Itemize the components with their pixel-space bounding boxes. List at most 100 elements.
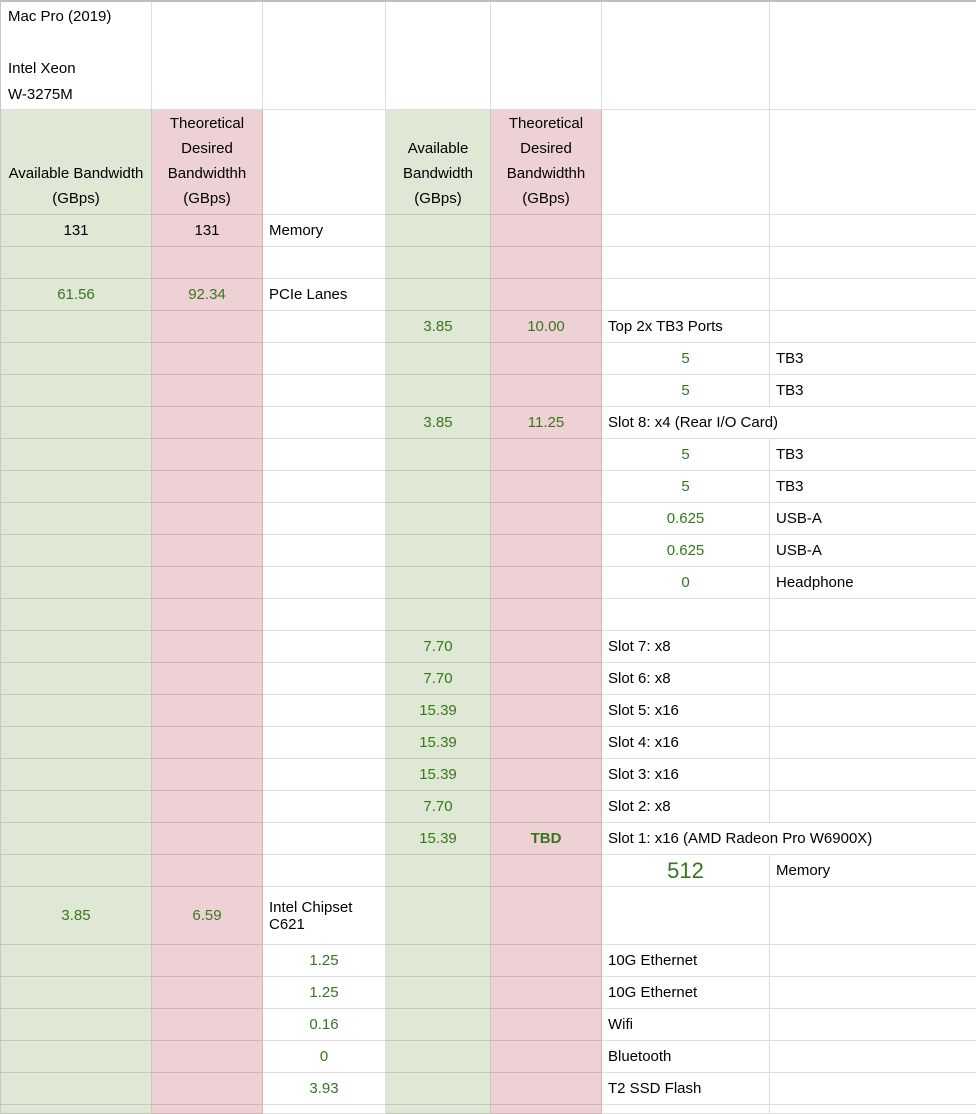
cell-G30[interactable] [770, 1105, 976, 1114]
cell-F23-value[interactable]: 512 [602, 855, 770, 887]
cell-E2-desired-header[interactable]: Theoretical Desired Bandwidthh (GBps) [491, 110, 602, 215]
cell-C15[interactable] [263, 599, 386, 631]
cell-A1-device-title[interactable]: Mac Pro (2019) Intel Xeon W-3275M [1, 2, 152, 110]
cell-E5[interactable] [491, 279, 602, 311]
cell-C28-value[interactable]: 0 [263, 1041, 386, 1073]
cell-D6-value[interactable]: 3.85 [386, 311, 491, 343]
cell-D17-value[interactable]: 7.70 [386, 663, 491, 695]
cell-D7[interactable] [386, 343, 491, 375]
cell-F25-label[interactable]: 10G Ethernet [602, 945, 770, 977]
cell-E6-value[interactable]: 10.00 [491, 311, 602, 343]
cell-B17[interactable] [152, 663, 263, 695]
cell-D10[interactable] [386, 439, 491, 471]
cell-D3[interactable] [386, 215, 491, 247]
cell-D8[interactable] [386, 375, 491, 407]
cell-E23[interactable] [491, 855, 602, 887]
cell-B20[interactable] [152, 759, 263, 791]
cell-E30[interactable] [491, 1105, 602, 1114]
cell-B6[interactable] [152, 311, 263, 343]
cell-A29[interactable] [1, 1073, 152, 1105]
cell-D19-value[interactable]: 15.39 [386, 727, 491, 759]
cell-B21[interactable] [152, 791, 263, 823]
cell-B2-desired-header[interactable]: Theoretical Desired Bandwidthh (GBps) [152, 110, 263, 215]
cell-F28-label[interactable]: Bluetooth [602, 1041, 770, 1073]
cell-F27-label[interactable]: Wifi [602, 1009, 770, 1041]
cell-G11-label[interactable]: TB3 [770, 471, 976, 503]
cell-D26[interactable] [386, 977, 491, 1009]
cell-E3[interactable] [491, 215, 602, 247]
cell-A9[interactable] [1, 407, 152, 439]
cell-C14[interactable] [263, 567, 386, 599]
cell-A26[interactable] [1, 977, 152, 1009]
cell-G10-label[interactable]: TB3 [770, 439, 976, 471]
cell-C6[interactable] [263, 311, 386, 343]
cell-F21-label[interactable]: Slot 2: x8 [602, 791, 770, 823]
cell-B13[interactable] [152, 535, 263, 567]
cell-G25[interactable] [770, 945, 976, 977]
cell-C21[interactable] [263, 791, 386, 823]
cell-C5-label[interactable]: PCIe Lanes [263, 279, 386, 311]
cell-D1[interactable] [386, 2, 491, 110]
cell-C12[interactable] [263, 503, 386, 535]
cell-F10-value[interactable]: 5 [602, 439, 770, 471]
cell-A20[interactable] [1, 759, 152, 791]
cell-F11-value[interactable]: 5 [602, 471, 770, 503]
cell-D28[interactable] [386, 1041, 491, 1073]
cell-C17[interactable] [263, 663, 386, 695]
cell-E22-tbd-value[interactable]: TBD [491, 823, 602, 855]
cell-C10[interactable] [263, 439, 386, 471]
cell-E18[interactable] [491, 695, 602, 727]
cell-E1[interactable] [491, 2, 602, 110]
cell-B4[interactable] [152, 247, 263, 279]
cell-G17[interactable] [770, 663, 976, 695]
cell-A23[interactable] [1, 855, 152, 887]
cell-A3-value[interactable]: 131 [1, 215, 152, 247]
cell-E29[interactable] [491, 1073, 602, 1105]
cell-E27[interactable] [491, 1009, 602, 1041]
cell-D13[interactable] [386, 535, 491, 567]
cell-F18-label[interactable]: Slot 5: x16 [602, 695, 770, 727]
cell-D29[interactable] [386, 1073, 491, 1105]
cell-C22[interactable] [263, 823, 386, 855]
cell-G27[interactable] [770, 1009, 976, 1041]
cell-F30[interactable] [602, 1105, 770, 1114]
cell-D21-value[interactable]: 7.70 [386, 791, 491, 823]
cell-C11[interactable] [263, 471, 386, 503]
cell-C1[interactable] [263, 2, 386, 110]
cell-B29[interactable] [152, 1073, 263, 1105]
cell-C30[interactable] [263, 1105, 386, 1114]
cell-G23-label[interactable]: Memory [770, 855, 976, 887]
cell-E13[interactable] [491, 535, 602, 567]
cell-B23[interactable] [152, 855, 263, 887]
cell-C7[interactable] [263, 343, 386, 375]
cell-D22-value[interactable]: 15.39 [386, 823, 491, 855]
cell-F14-value[interactable]: 0 [602, 567, 770, 599]
cell-E8[interactable] [491, 375, 602, 407]
cell-A22[interactable] [1, 823, 152, 855]
cell-B11[interactable] [152, 471, 263, 503]
cell-E12[interactable] [491, 503, 602, 535]
cell-C20[interactable] [263, 759, 386, 791]
cell-F17-label[interactable]: Slot 6: x8 [602, 663, 770, 695]
cell-E4[interactable] [491, 247, 602, 279]
cell-B19[interactable] [152, 727, 263, 759]
cell-B15[interactable] [152, 599, 263, 631]
cell-A7[interactable] [1, 343, 152, 375]
cell-E10[interactable] [491, 439, 602, 471]
cell-B28[interactable] [152, 1041, 263, 1073]
cell-C3-label[interactable]: Memory [263, 215, 386, 247]
cell-G6[interactable] [770, 311, 976, 343]
cell-F13-value[interactable]: 0.625 [602, 535, 770, 567]
cell-E19[interactable] [491, 727, 602, 759]
cell-E15[interactable] [491, 599, 602, 631]
cell-C13[interactable] [263, 535, 386, 567]
cell-E20[interactable] [491, 759, 602, 791]
cell-A11[interactable] [1, 471, 152, 503]
cell-G29[interactable] [770, 1073, 976, 1105]
cell-A24-value[interactable]: 3.85 [1, 887, 152, 945]
cell-B27[interactable] [152, 1009, 263, 1041]
cell-A18[interactable] [1, 695, 152, 727]
cell-A10[interactable] [1, 439, 152, 471]
cell-C18[interactable] [263, 695, 386, 727]
cell-B30[interactable] [152, 1105, 263, 1114]
